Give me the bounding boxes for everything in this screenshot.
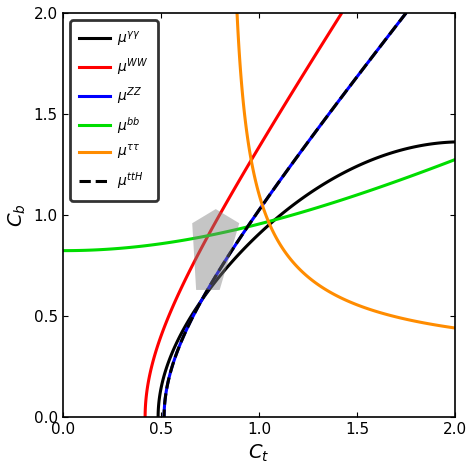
X-axis label: $C_t$: $C_t$ xyxy=(248,443,270,464)
Legend: $\mu^{\gamma\gamma}$, $\mu^{WW}$, $\mu^{ZZ}$, $\mu^{bb}$, $\mu^{\tau\tau}$, $\mu: $\mu^{\gamma\gamma}$, $\mu^{WW}$, $\mu^{… xyxy=(70,20,158,201)
Polygon shape xyxy=(192,209,239,290)
Y-axis label: $C_b$: $C_b$ xyxy=(7,203,28,227)
